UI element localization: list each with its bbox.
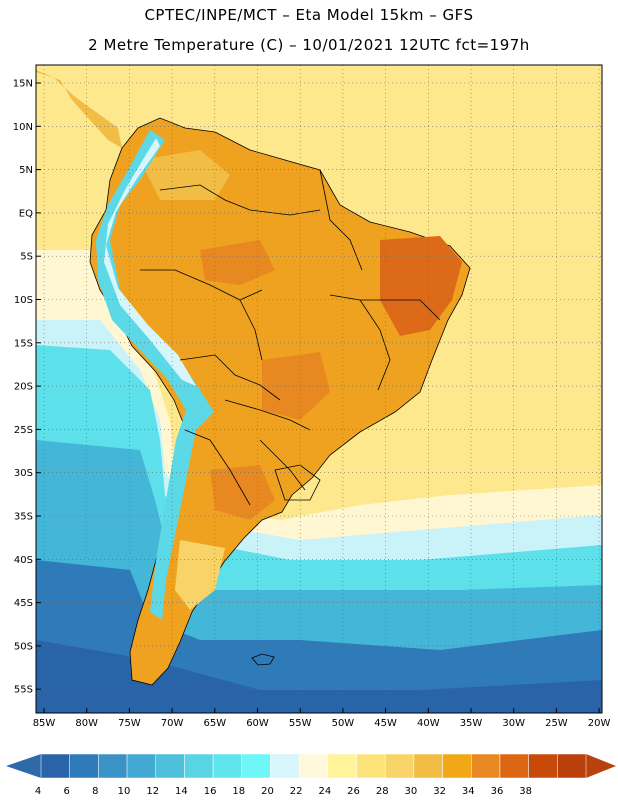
- border-line: [159, 184, 321, 216]
- lon-label: 45W: [374, 718, 397, 729]
- lon-label: 40W: [417, 718, 440, 729]
- lat-label: 35S: [14, 512, 33, 523]
- legend-color-box: [356, 753, 386, 779]
- lat-label: EQ: [19, 208, 33, 219]
- legend-label: 24: [318, 786, 331, 797]
- map-title-line1: CPTEC/INPE/MCT – Eta Model 15km – GFS: [144, 6, 474, 24]
- lon-label: 20W: [588, 718, 611, 729]
- border-line: [184, 429, 251, 506]
- andes-light-strip: [104, 138, 196, 386]
- lat-label: 25S: [14, 425, 33, 436]
- legend-color-box: [298, 753, 329, 779]
- border-line: [329, 294, 391, 391]
- legend-color-box: [270, 753, 300, 779]
- legend-color-box: [184, 753, 214, 779]
- lon-label: 75W: [118, 718, 141, 729]
- color-legend: 4 6 8 10 12 14 16 18 20 22 24 26 28 30 32 34 36 38: [6, 753, 616, 797]
- legend-label: 14: [175, 786, 188, 797]
- legend-high-arrow: [586, 754, 616, 778]
- legend-label: 18: [232, 786, 245, 797]
- legend-label: 32: [433, 786, 446, 797]
- legend-color-box: [155, 753, 185, 779]
- legend-label: 38: [519, 786, 532, 797]
- lat-label: 15S: [14, 338, 33, 349]
- legend-label: 10: [118, 786, 131, 797]
- lon-label: 25W: [545, 718, 568, 729]
- lon-label: 30W: [502, 718, 525, 729]
- legend-color-box: [241, 753, 271, 779]
- lat-label: 55S: [14, 685, 33, 696]
- falkland-islands: [251, 653, 275, 666]
- legend-color-box: [126, 753, 156, 779]
- lat-label: 30S: [14, 468, 33, 479]
- map-area: [36, 65, 602, 713]
- legend-label: 36: [491, 786, 504, 797]
- country-borders: [140, 169, 441, 506]
- lat-label: 5S: [20, 252, 33, 263]
- legend-label: 34: [462, 786, 475, 797]
- central-america-land: [36, 70, 122, 148]
- lon-label: 70W: [161, 718, 184, 729]
- legend-label: 16: [204, 786, 217, 797]
- border-line: [259, 439, 306, 491]
- legend-label: 8: [92, 786, 98, 797]
- legend-label: 28: [376, 786, 389, 797]
- border-line: [360, 299, 441, 321]
- legend-label: 6: [63, 786, 69, 797]
- lat-label: 15N: [13, 79, 33, 90]
- border-line: [274, 464, 321, 501]
- border-line: [239, 299, 263, 361]
- lon-label: 60W: [246, 718, 269, 729]
- legend-low-arrow: [6, 754, 41, 778]
- lon-label: 65W: [203, 718, 226, 729]
- grid-lines: [36, 65, 602, 713]
- legend-color-box: [557, 753, 587, 779]
- lon-label: 80W: [75, 718, 98, 729]
- legend-color-box: [442, 753, 472, 779]
- lat-label: 10S: [14, 295, 33, 306]
- legend-color-box: [499, 753, 529, 779]
- longitude-labels: 85W 80W 75W 70W 65W 60W 55W 50W 45W 40W 35W 30W 25W 2…: [33, 708, 611, 729]
- lat-label: 20S: [14, 382, 33, 393]
- yellow-region-llanos: [140, 150, 230, 200]
- legend-label: 26: [347, 786, 360, 797]
- yellow-region-south: [175, 540, 225, 610]
- lat-label: 45S: [14, 598, 33, 609]
- legend-color-box: [69, 753, 99, 779]
- legend-color-box: [212, 753, 243, 779]
- lon-label: 50W: [332, 718, 355, 729]
- lon-label: 85W: [33, 718, 56, 729]
- border-line: [140, 269, 263, 301]
- legend-label: 12: [146, 786, 159, 797]
- legend-color-box: [471, 753, 501, 779]
- lat-label: 5N: [19, 165, 33, 176]
- border-line: [179, 354, 281, 401]
- legend-color-box: [413, 753, 443, 779]
- border-line: [319, 169, 363, 271]
- legend-label: 20: [261, 786, 274, 797]
- legend-label: 22: [290, 786, 303, 797]
- latitude-labels: 15N 10N 5N EQ 5S 10S 15S 20S 25S 30S 35S 40S 45S 50S 5…: [13, 79, 41, 696]
- lat-label: 10N: [13, 122, 33, 133]
- legend-color-box: [528, 753, 558, 779]
- hot-region-northeast: [380, 236, 462, 336]
- lon-label: 35W: [460, 718, 483, 729]
- lon-label: 55W: [289, 718, 312, 729]
- lat-label: 50S: [14, 641, 33, 652]
- legend-color-box: [98, 753, 128, 779]
- legend-color-box: [40, 753, 70, 779]
- map-title-line2: 2 Metre Temperature (C) – 10/01/2021 12U…: [88, 36, 530, 54]
- hot-region-amazon: [200, 240, 275, 285]
- legend-color-box: [327, 753, 357, 779]
- map-frame: [35, 64, 603, 714]
- ocean-deepest-band: [36, 640, 602, 713]
- legend-color-box: [384, 753, 415, 779]
- legend-label: 4: [35, 786, 41, 797]
- lat-label: 40S: [14, 555, 33, 566]
- legend-label: 30: [405, 786, 418, 797]
